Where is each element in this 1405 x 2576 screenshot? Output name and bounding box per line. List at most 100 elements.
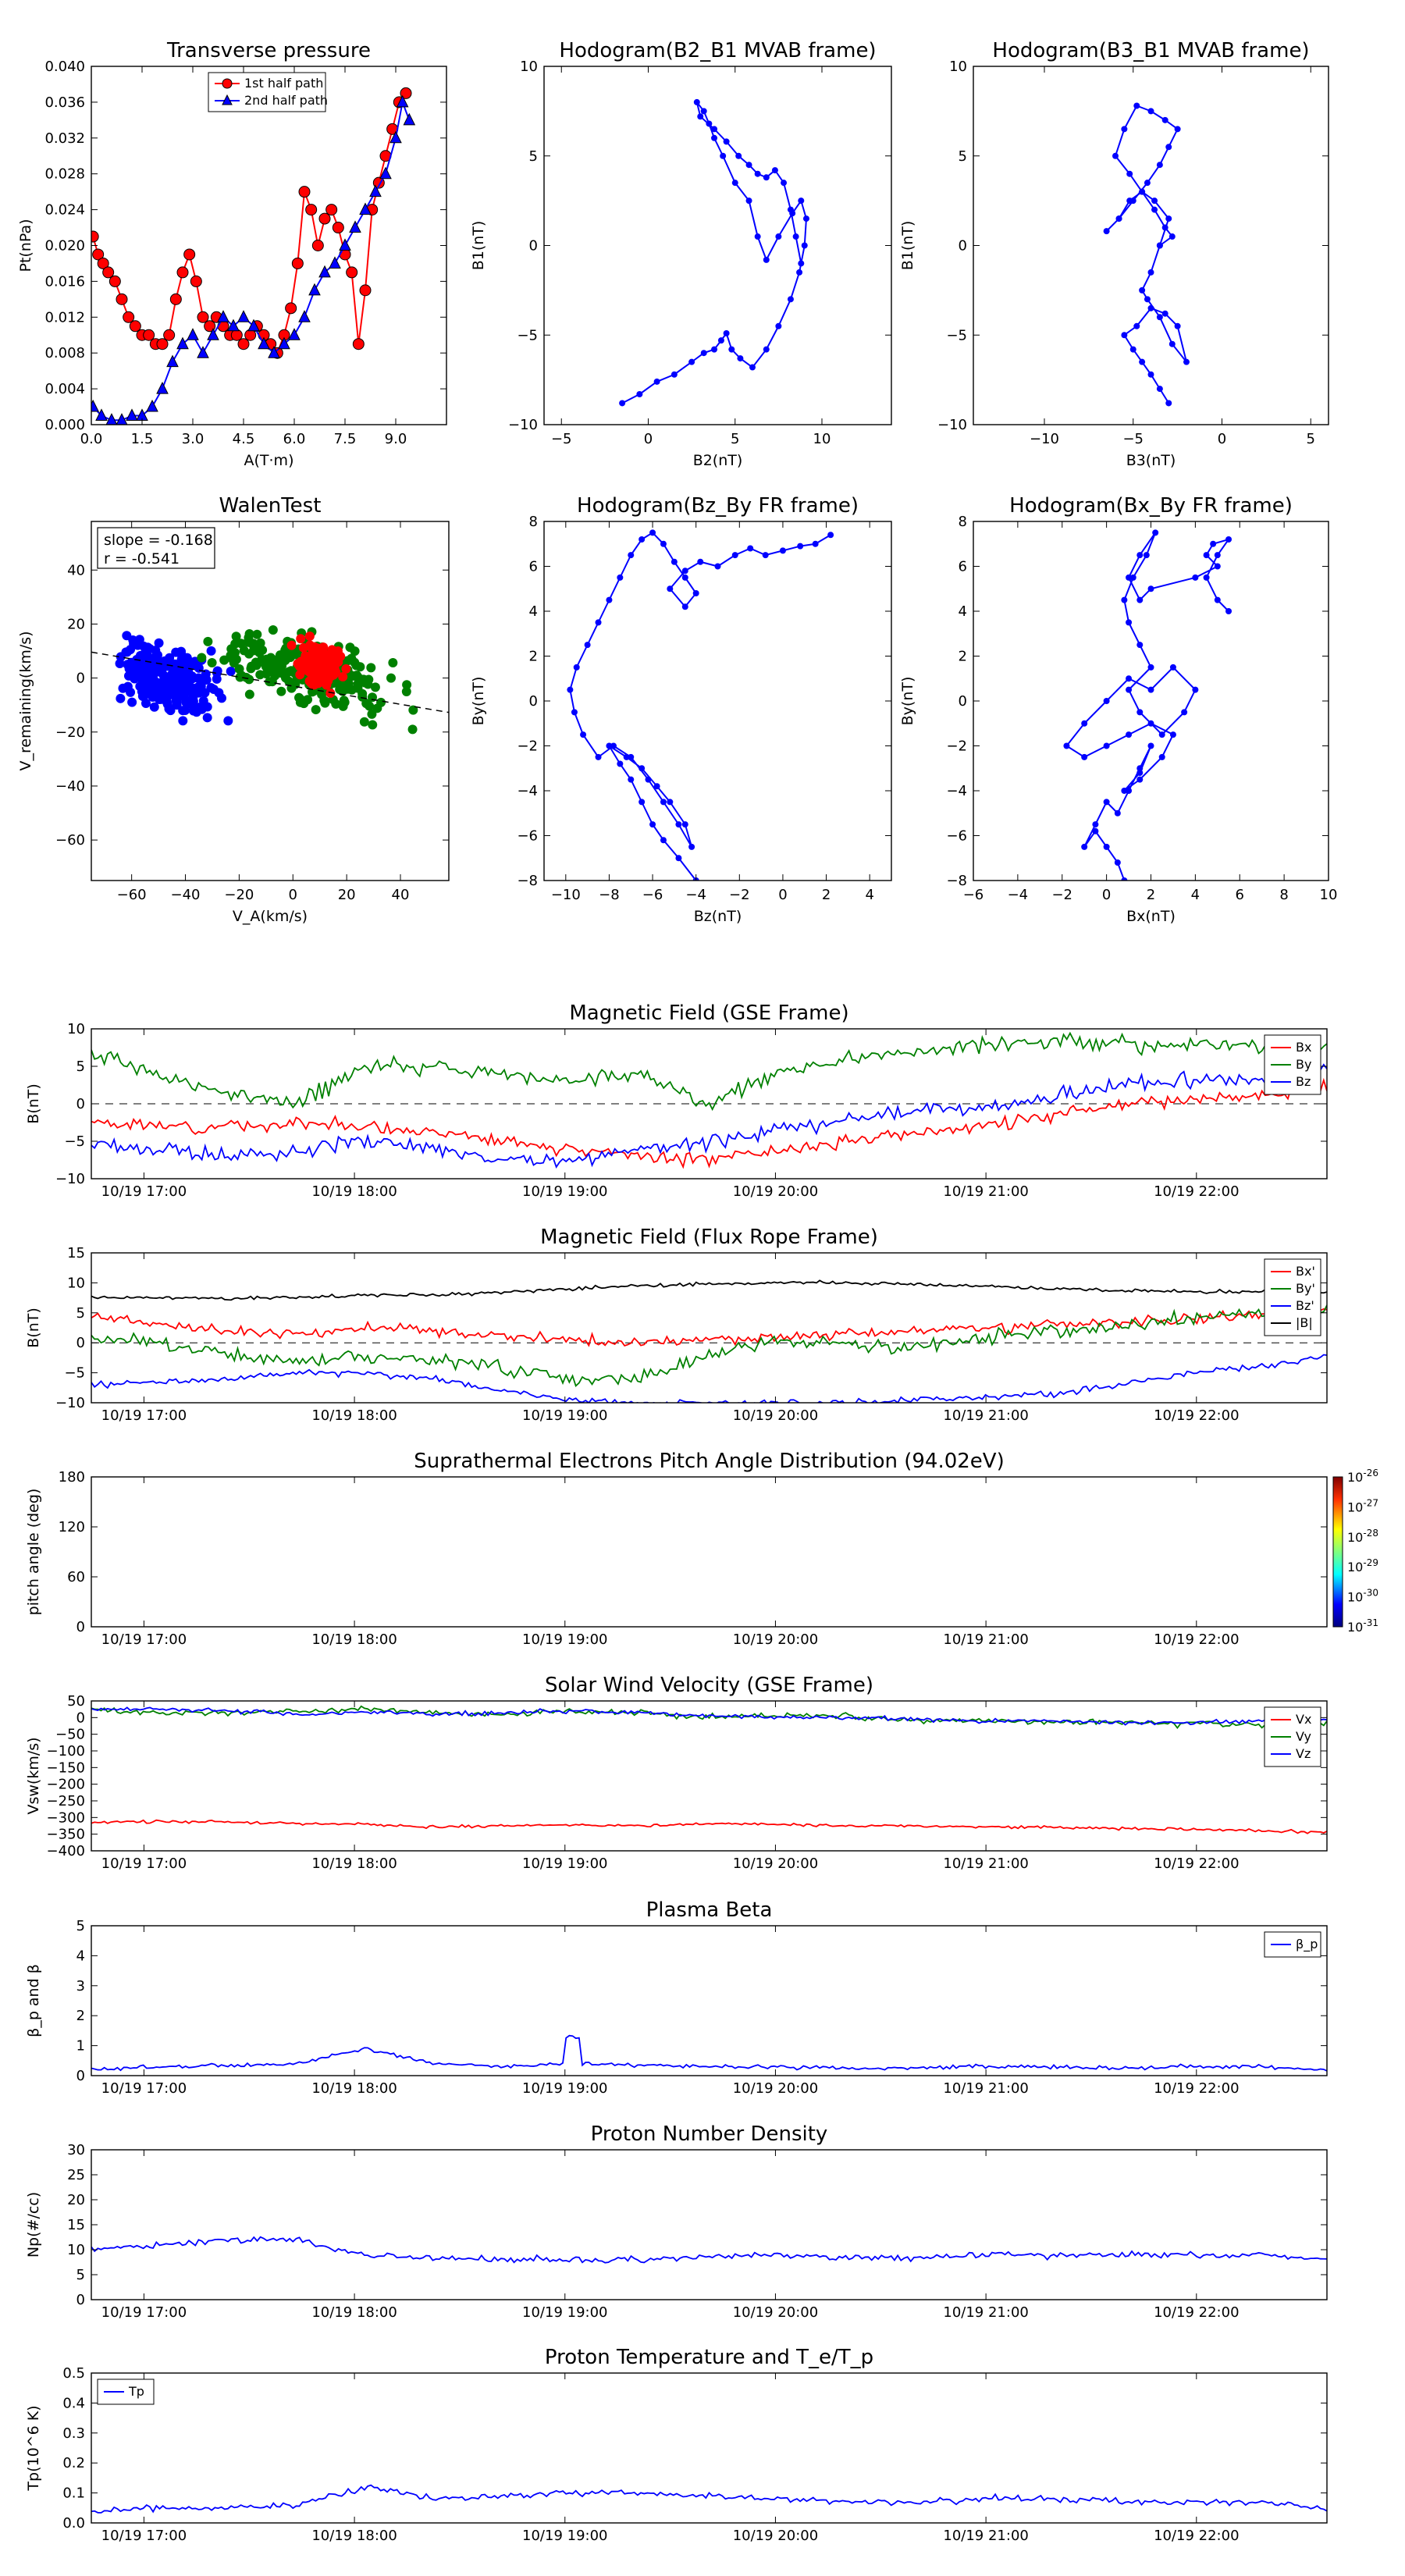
data-point <box>714 563 721 570</box>
plot-marks <box>1103 102 1190 407</box>
x-axis-label: Bx(nT) <box>1126 908 1176 925</box>
data-point <box>1169 731 1176 738</box>
scatter-point <box>164 674 174 685</box>
colorbar-exponent: -29 <box>1363 1557 1378 1568</box>
legend-label: By <box>1296 1057 1311 1072</box>
data-point <box>617 574 624 581</box>
data-point <box>116 293 128 305</box>
x-tick-label: 10/19 21:00 <box>943 1631 1028 1648</box>
data-point <box>1129 346 1136 353</box>
data-point <box>1156 242 1163 249</box>
plot-area <box>544 521 891 881</box>
y-tick-label: −8 <box>517 873 538 889</box>
y-tick-label: 0.016 <box>44 273 85 290</box>
data-point <box>1126 619 1133 626</box>
x-tick-label: 10/19 22:00 <box>1154 1183 1239 1200</box>
data-point <box>1144 296 1151 303</box>
y-tick-label: 5 <box>76 1059 85 1075</box>
scatter-point <box>370 682 380 692</box>
data-point <box>1158 731 1165 738</box>
data-point <box>187 328 199 340</box>
legend-label: Bx' <box>1296 1264 1315 1279</box>
data-point <box>92 248 105 261</box>
data-point <box>580 731 587 738</box>
x-tick-label: −4 <box>1008 887 1029 903</box>
y-tick-label: 0.4 <box>62 2395 85 2411</box>
scatter-point <box>230 639 240 649</box>
data-point <box>1112 152 1119 159</box>
legend-label: Bz' <box>1296 1298 1314 1313</box>
scatter-point <box>176 659 186 669</box>
data-point <box>787 206 794 213</box>
data-point <box>352 338 365 350</box>
scatter-point <box>229 648 240 658</box>
y-tick-label: 0 <box>76 2292 85 2308</box>
x-tick-label: 4 <box>1191 887 1200 903</box>
y-tick-label: 6 <box>529 559 538 575</box>
data-point <box>389 130 402 144</box>
x-tick-label: 0 <box>778 887 787 903</box>
scatter-point <box>127 697 137 707</box>
data-point <box>1092 827 1099 834</box>
x-tick-label: 0 <box>644 431 653 447</box>
y-tick-label: −250 <box>47 1793 85 1809</box>
data-point <box>126 408 138 422</box>
data-point <box>628 552 635 559</box>
scatter-point <box>306 668 316 678</box>
data-point <box>1081 720 1088 727</box>
y-axis-label: By(nT) <box>470 677 487 726</box>
data-point <box>763 256 770 263</box>
x-tick-label: 10/19 22:00 <box>1154 2080 1239 2097</box>
data-point <box>606 742 613 749</box>
data-point <box>288 328 301 340</box>
scatter-point <box>130 674 140 684</box>
y-tick-label: 0.028 <box>44 166 85 183</box>
data-point <box>645 776 652 783</box>
data-point <box>156 381 169 394</box>
data-point <box>798 197 805 205</box>
y-tick-label: 60 <box>67 1569 85 1585</box>
y-tick-label: −100 <box>47 1743 85 1759</box>
data-point <box>1147 720 1154 727</box>
data-point <box>754 170 761 177</box>
data-point <box>318 212 331 225</box>
scatter-point <box>121 647 131 657</box>
plot-marks <box>91 2236 1327 2264</box>
data-point <box>688 358 695 365</box>
chart-t5: Plasma Beta 10/19 17:00 10/19 18:00 10/19 1… <box>25 1898 1328 2097</box>
chart-title: Hodogram(Bz_By FR frame) <box>577 494 859 518</box>
y-tick-label: −400 <box>47 1843 85 1859</box>
data-point <box>396 94 409 108</box>
data-point <box>183 248 196 261</box>
colorbar-exponent: -28 <box>1363 1528 1378 1539</box>
chart-t6: Proton Number Density 10/19 17:00 10/19 18… <box>25 2122 1328 2321</box>
x-tick-label: 20 <box>338 887 356 903</box>
x-tick-label: −20 <box>224 887 254 903</box>
data-point <box>1133 102 1140 109</box>
data-point <box>792 233 799 240</box>
x-tick-label: 10/19 21:00 <box>943 1407 1028 1424</box>
scatter-point <box>388 658 398 668</box>
data-point <box>1147 686 1154 693</box>
y-axis-label: Tp(10^6 K) <box>25 2405 42 2491</box>
scatter-point <box>401 687 411 697</box>
colorbar <box>1332 1476 1343 1628</box>
y-tick-label: 25 <box>67 2167 85 2183</box>
scatter-point <box>197 653 207 663</box>
data-point <box>660 837 667 844</box>
chart-title: Plasma Beta <box>646 1898 773 1922</box>
scatter-point <box>311 705 321 715</box>
series-line-Vx <box>91 1819 1327 1834</box>
y-tick-label: 0 <box>76 1096 85 1112</box>
data-point <box>311 240 324 251</box>
data-point <box>305 204 318 216</box>
x-axis-label: Bz(nT) <box>694 908 742 925</box>
x-tick-label: 10/19 18:00 <box>311 2080 397 2097</box>
scatter-point <box>135 681 145 692</box>
scatter-point <box>366 663 376 673</box>
scatter-point <box>115 658 125 668</box>
scatter-point <box>202 713 212 723</box>
data-point <box>731 552 738 559</box>
data-point <box>217 310 229 322</box>
data-point <box>1147 371 1154 378</box>
